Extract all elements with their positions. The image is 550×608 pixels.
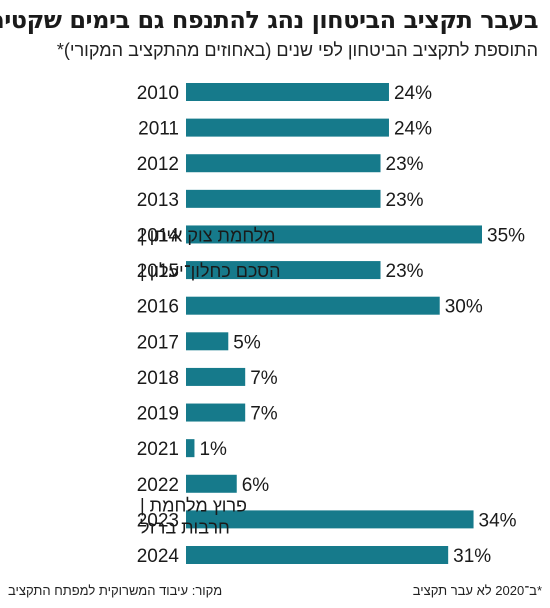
value-label-2022: 6% [242, 475, 270, 496]
value-label-2014: 35% [487, 225, 525, 246]
year-label-2021: 2021 [137, 439, 179, 460]
value-label-2019: 7% [250, 404, 278, 425]
value-label-2011: 24% [394, 119, 432, 140]
value-label-2010: 24% [394, 83, 432, 104]
year-label-2018: 2018 [137, 368, 179, 389]
bar-2013 [186, 189, 381, 208]
event-annotation-2015: הסכם כחלון־יעלון | [140, 261, 280, 281]
bar-2019 [186, 403, 246, 422]
bar-2024 [186, 546, 449, 564]
year-label-2024: 2024 [137, 546, 180, 567]
year-label-2023: 2023 [137, 510, 179, 531]
year-label-2019: 2019 [137, 404, 179, 425]
bar-2012 [186, 154, 381, 173]
value-label-2023: 34% [479, 510, 517, 531]
year-label-2013: 2013 [137, 190, 179, 211]
year-label-2012: 2012 [137, 154, 179, 175]
bar-2016 [186, 296, 440, 315]
bar-2023 [186, 510, 474, 529]
bar-2021 [186, 439, 195, 458]
bar-2015 [186, 261, 381, 280]
event-annotation-2023-line-1: פרוץ מלחמת | [140, 495, 247, 515]
value-label-2021: 1% [199, 439, 227, 460]
bar-2014 [186, 225, 482, 244]
bar-2017 [186, 332, 229, 351]
year-label-2010: 2010 [137, 83, 179, 104]
footnote: *ב־2020 לא עבר תקציב [412, 583, 542, 598]
value-label-2024: 31% [453, 546, 491, 567]
value-label-2016: 30% [445, 297, 483, 318]
bar-2011 [186, 118, 389, 137]
value-label-2013: 23% [386, 190, 424, 211]
year-label-2014: 2014 [137, 225, 180, 246]
value-label-2017: 5% [233, 332, 261, 353]
chart-title: בעבר תקציב הביטחון נהג להתנפח גם בימים ש… [0, 6, 539, 34]
year-label-2011: 2011 [138, 119, 179, 140]
value-label-2015: 23% [386, 261, 424, 282]
year-label-2016: 2016 [137, 297, 179, 318]
year-label-2015: 2015 [137, 261, 179, 282]
event-annotation-2023-line-2: חרבות ברזל [140, 517, 230, 537]
value-label-2012: 23% [386, 154, 424, 175]
bar-2018 [186, 367, 246, 386]
event-annotation-2014: מלחמת צוק איתן | [140, 225, 276, 245]
chart-subtitle: התוספת לתקציב הביטחון לפי שנים (באחוזים … [56, 40, 538, 60]
year-label-2022: 2022 [137, 475, 179, 496]
bar-2010 [186, 83, 389, 101]
source-note: מקור: עיבוד המשרוקית למפתח התקציב [8, 583, 223, 598]
value-label-2018: 7% [250, 368, 278, 389]
year-label-2017: 2017 [137, 332, 179, 353]
bar-2022 [186, 474, 237, 493]
